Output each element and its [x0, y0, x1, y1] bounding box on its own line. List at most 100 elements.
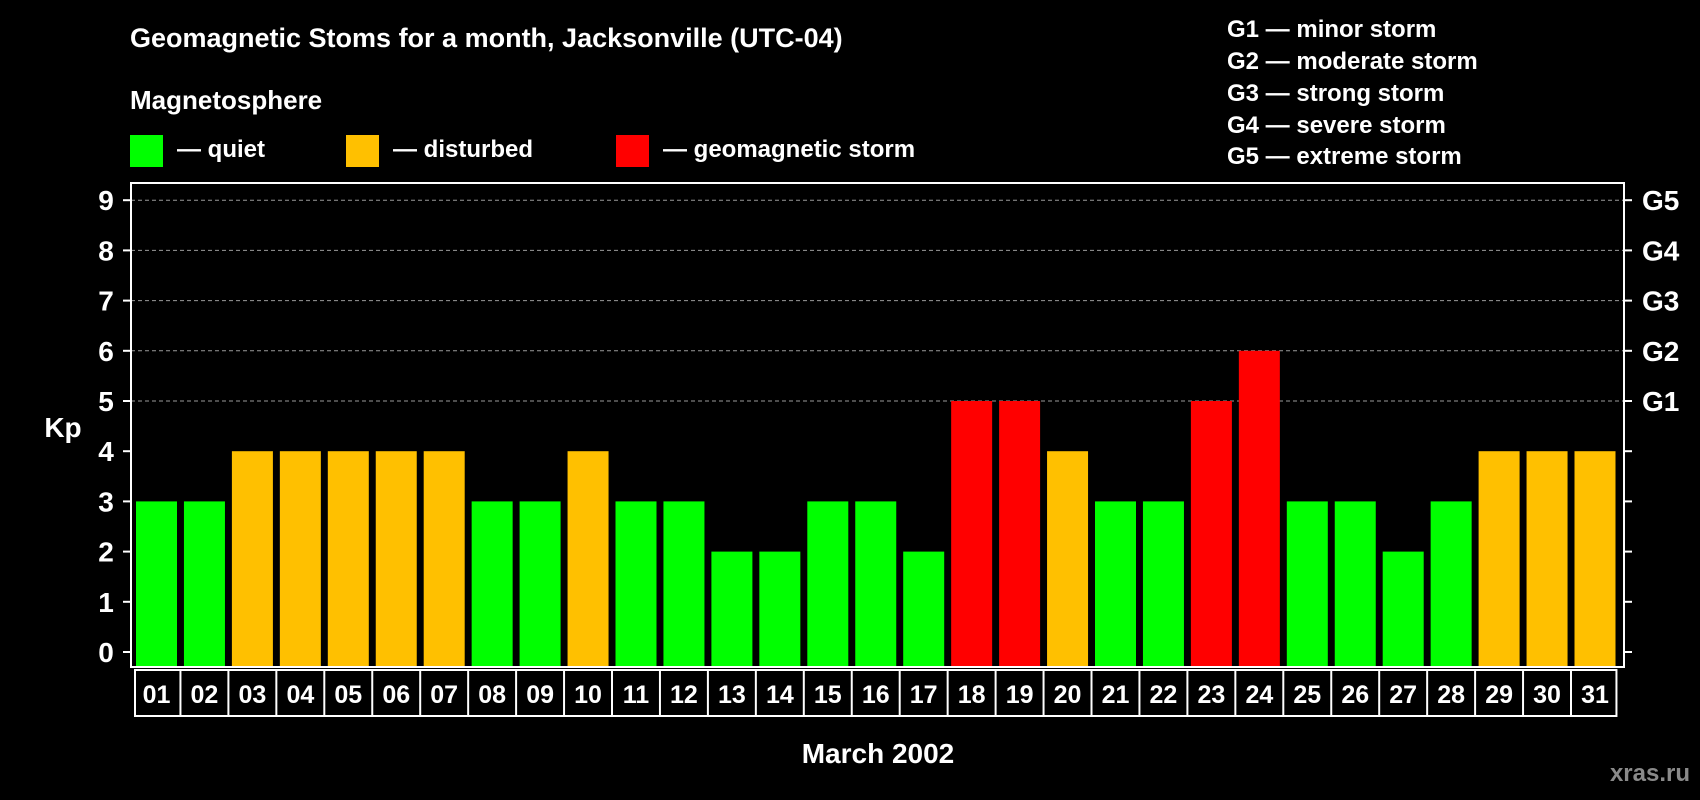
bar-day-27: [1382, 551, 1424, 667]
bar-day-24: [1238, 350, 1280, 667]
bar-day-06: [375, 451, 417, 667]
y-axis-ticks: 0 1 2 3 4 5 6 7 8 9: [98, 185, 1632, 668]
legend-label-quiet: — quiet: [177, 136, 265, 163]
storm-scale-g2: G2 — moderate storm: [1227, 48, 1478, 75]
bar-day-14: [759, 551, 801, 667]
grid-lines: [131, 199, 1624, 402]
x-tick-label-28: 28: [1437, 681, 1465, 709]
x-tick-label-23: 23: [1197, 681, 1225, 709]
legend-label-storm: — geomagnetic storm: [663, 136, 915, 163]
x-tick-label-17: 17: [910, 681, 938, 709]
x-tick-label-27: 27: [1389, 681, 1417, 709]
x-tick-label-21: 21: [1102, 681, 1130, 709]
x-tick-label-15: 15: [814, 681, 842, 709]
bar-day-05: [327, 451, 369, 667]
bars: [136, 350, 1616, 667]
y-tick-label: 5: [98, 386, 114, 417]
x-tick-label-30: 30: [1533, 681, 1561, 709]
bar-day-21: [1095, 501, 1136, 667]
bar-day-31: [1574, 451, 1616, 667]
x-tick-label-03: 03: [238, 681, 266, 709]
x-tick-label-08: 08: [478, 681, 506, 709]
x-tick-label-22: 22: [1150, 681, 1178, 709]
bar-day-30: [1526, 451, 1568, 667]
plot-frame: [130, 182, 1625, 668]
bar-day-29: [1478, 451, 1520, 667]
g-level-axis: G1 G2 G3 G4 G5: [1642, 185, 1680, 417]
bar-day-04: [279, 451, 321, 667]
x-tick-label-26: 26: [1341, 681, 1369, 709]
y-tick-label: 9: [98, 185, 114, 216]
bar-day-16: [855, 501, 897, 667]
y-tick-label: 7: [98, 286, 114, 317]
x-tick-label-01: 01: [143, 681, 171, 709]
storm-scale-legend: G1 — minor storm G2 — moderate storm G3 …: [1227, 16, 1478, 170]
bar-day-10: [567, 451, 609, 667]
x-tick-label-04: 04: [286, 681, 314, 709]
x-tick-label-20: 20: [1054, 681, 1082, 709]
watermark: xras.ru: [1610, 760, 1690, 787]
storm-scale-g5: G5 — extreme storm: [1227, 143, 1462, 170]
chart-title: Geomagnetic Stoms for a month, Jacksonvi…: [130, 23, 843, 53]
storm-scale-g4: G4 — severe storm: [1227, 112, 1446, 139]
bar-day-19: [999, 401, 1041, 667]
bar-day-22: [1142, 501, 1184, 667]
x-tick-label-06: 06: [382, 681, 410, 709]
g-level-label-g3: G3: [1642, 286, 1679, 317]
x-tick-label-14: 14: [766, 681, 794, 709]
g-level-label-g2: G2: [1642, 336, 1679, 367]
bar-day-13: [711, 551, 753, 667]
bar-day-18: [951, 401, 993, 667]
x-tick-label-29: 29: [1485, 681, 1513, 709]
x-tick-label-10: 10: [574, 681, 602, 709]
bar-day-25: [1286, 501, 1328, 667]
y-tick-label: 1: [98, 587, 114, 618]
storm-scale-g1: G1 — minor storm: [1227, 16, 1436, 43]
bar-day-26: [1334, 501, 1376, 667]
legend-label-disturbed: — disturbed: [393, 136, 533, 163]
x-tick-label-18: 18: [958, 681, 986, 709]
bar-day-23: [1190, 401, 1232, 667]
bar-day-03: [231, 451, 273, 667]
x-axis-categories: 01 02 03 04 05 06 07 08 09 10 11 12 13 14 15 16 17 18 19 20…: [134, 669, 1618, 717]
x-tick-label-25: 25: [1293, 681, 1321, 709]
bar-day-09: [519, 501, 561, 667]
x-tick-label-11: 11: [623, 681, 650, 709]
g-level-label-g1: G1: [1642, 386, 1679, 417]
g-level-label-g4: G4: [1642, 235, 1680, 266]
bar-day-12: [663, 501, 705, 667]
x-tick-label-07: 07: [430, 681, 458, 709]
x-tick-label-24: 24: [1245, 681, 1273, 709]
bar-day-01: [136, 501, 177, 667]
y-tick-label: 3: [98, 486, 114, 517]
x-tick-label-09: 09: [526, 681, 554, 709]
bar-day-28: [1430, 501, 1472, 667]
x-tick-label-05: 05: [334, 681, 362, 709]
legend-heading: Magnetosphere: [130, 85, 322, 115]
storm-scale-g3: G3 — strong storm: [1227, 80, 1444, 107]
y-tick-label: 4: [98, 436, 114, 467]
x-tick-label-19: 19: [1006, 681, 1034, 709]
y-tick-label: 0: [98, 637, 114, 668]
bar-day-17: [903, 551, 945, 667]
legend-swatch-storm: [616, 135, 649, 167]
legend-swatch-quiet: [130, 135, 163, 167]
bar-day-08: [471, 501, 513, 667]
bar-day-07: [423, 451, 465, 667]
x-tick-label-02: 02: [191, 681, 219, 709]
x-tick-label-16: 16: [862, 681, 890, 709]
x-axis-label: March 2002: [802, 738, 955, 769]
y-tick-label: 8: [98, 235, 114, 266]
y-tick-label: 2: [98, 537, 114, 568]
bar-day-11: [615, 501, 657, 667]
bar-day-20: [1047, 451, 1089, 667]
legend-swatch-disturbed: [346, 135, 379, 167]
legend: — quiet — disturbed — geomagnetic storm: [130, 135, 915, 167]
g-level-label-g5: G5: [1642, 185, 1679, 216]
x-tick-label-12: 12: [670, 681, 698, 709]
x-tick-label-31: 31: [1581, 681, 1609, 709]
y-axis-label: Kp: [44, 412, 81, 443]
x-tick-label-13: 13: [718, 681, 746, 709]
x-axis-box: [134, 669, 1618, 717]
